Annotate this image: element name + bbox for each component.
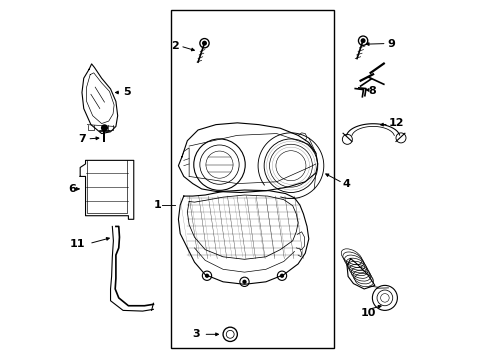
Text: 8: 8 bbox=[368, 86, 376, 96]
Text: 4: 4 bbox=[342, 179, 350, 189]
Text: 10: 10 bbox=[360, 308, 376, 318]
Text: 5: 5 bbox=[123, 87, 130, 98]
Text: 3: 3 bbox=[192, 329, 200, 339]
Text: 12: 12 bbox=[388, 118, 404, 128]
Circle shape bbox=[202, 41, 206, 46]
Text: 11: 11 bbox=[70, 239, 85, 249]
Text: 6: 6 bbox=[69, 184, 77, 194]
Text: 7: 7 bbox=[78, 134, 85, 144]
Circle shape bbox=[101, 124, 108, 131]
Circle shape bbox=[204, 274, 209, 278]
Bar bbox=[171, 10, 333, 348]
Text: 9: 9 bbox=[386, 39, 394, 49]
Circle shape bbox=[360, 38, 365, 43]
Text: 2: 2 bbox=[170, 41, 178, 51]
Circle shape bbox=[242, 280, 246, 284]
Text: 1: 1 bbox=[154, 200, 162, 210]
Circle shape bbox=[279, 274, 284, 278]
